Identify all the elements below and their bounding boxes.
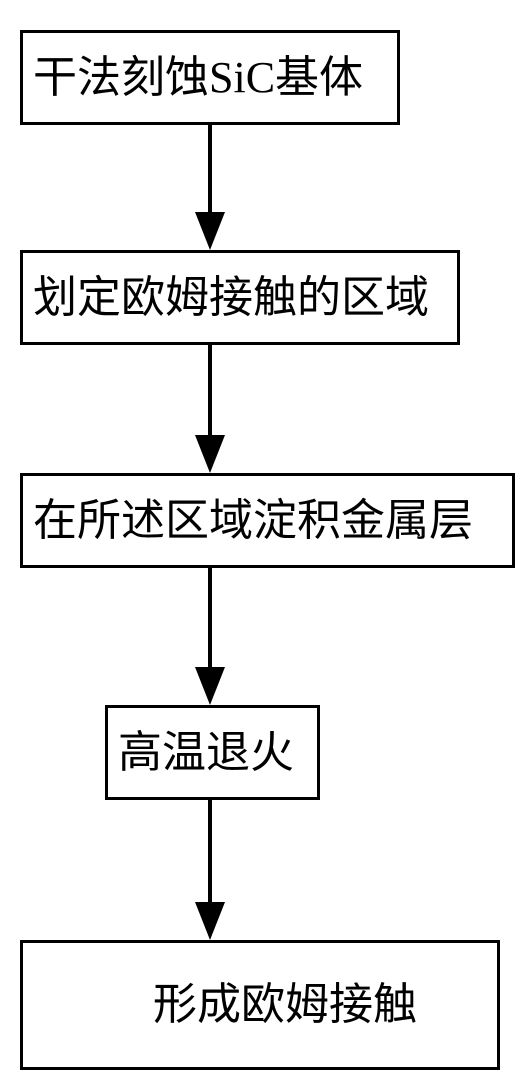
flowchart-step-2: 划定欧姆接触的区域 xyxy=(20,250,460,345)
flowchart-step-3: 在所述区域淀积金属层 xyxy=(20,473,515,568)
flowchart-arrow-3-line xyxy=(208,568,212,667)
flowchart-step-5-label: 形成欧姆接触 xyxy=(153,983,417,1027)
flowchart-arrow-3-head xyxy=(195,667,225,705)
flowchart-step-4: 高温退火 xyxy=(105,705,320,800)
flowchart-step-1-label: 干法刻蚀SiC基体 xyxy=(33,56,363,100)
flowchart-arrow-1-line xyxy=(208,125,212,212)
flowchart-arrow-2-head xyxy=(195,435,225,473)
flowchart-step-4-label: 高温退火 xyxy=(118,731,294,775)
flowchart-arrow-4-head xyxy=(195,902,225,940)
flowchart-step-3-label: 在所述区域淀积金属层 xyxy=(33,499,473,543)
flowchart-step-2-label: 划定欧姆接触的区域 xyxy=(33,276,429,320)
flowchart-arrow-1-head xyxy=(195,212,225,250)
flowchart-step-1: 干法刻蚀SiC基体 xyxy=(20,30,400,125)
flowchart-arrow-2-line xyxy=(208,345,212,435)
flowchart-arrow-4-line xyxy=(208,800,212,902)
flowchart-step-5: 形成欧姆接触 xyxy=(20,940,500,1070)
flowchart-container: 干法刻蚀SiC基体 划定欧姆接触的区域 在所述区域淀积金属层 高温退火 形成欧姆… xyxy=(0,0,518,1089)
